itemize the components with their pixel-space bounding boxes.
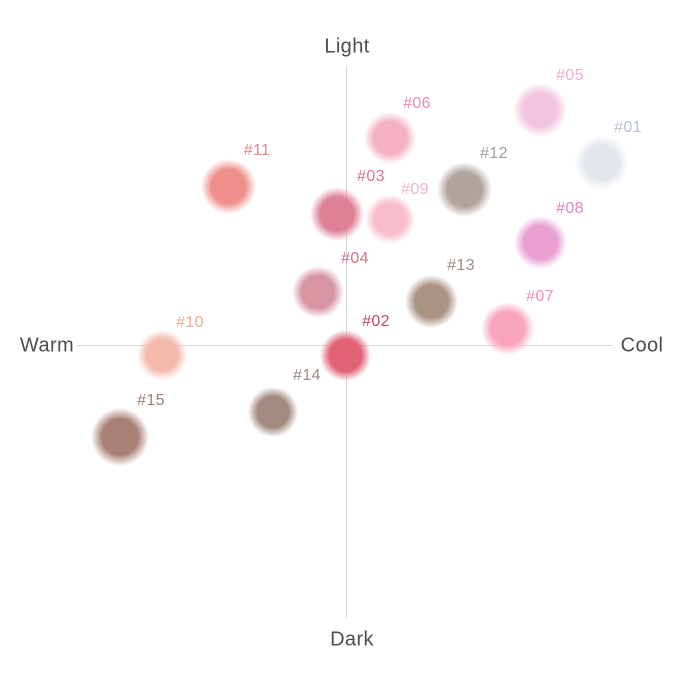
swatch-dot-04 xyxy=(291,265,345,319)
swatch-label-14: #14 xyxy=(293,367,321,384)
swatch-dot-02 xyxy=(318,328,372,382)
swatch-dot-03 xyxy=(309,186,365,242)
swatch-dot-09 xyxy=(364,193,416,245)
swatch-label-11: #11 xyxy=(243,142,271,159)
swatch-label-06: #06 xyxy=(403,95,431,112)
swatch-label-13: #13 xyxy=(447,257,475,274)
swatch-label-10: #10 xyxy=(176,314,204,331)
swatch-label-01: #01 xyxy=(614,119,642,136)
swatch-label-12: #12 xyxy=(480,145,508,162)
swatch-dot-14 xyxy=(247,386,299,438)
axis-label-cool: Cool xyxy=(620,334,664,357)
swatch-label-03: #03 xyxy=(357,168,385,185)
swatch-dot-01 xyxy=(572,133,630,191)
swatch-label-02: #02 xyxy=(362,313,390,330)
swatch-dot-07 xyxy=(479,300,535,356)
swatch-label-04: #04 xyxy=(341,250,369,267)
swatch-label-15: #15 xyxy=(137,392,165,409)
swatch-label-08: #08 xyxy=(556,200,584,217)
swatch-dot-08 xyxy=(512,214,568,270)
swatch-label-05: #05 xyxy=(556,67,584,84)
swatch-label-07: #07 xyxy=(526,288,554,305)
swatch-dot-06 xyxy=(363,111,417,165)
swatch-dot-11 xyxy=(199,157,257,215)
axis-label-light: Light xyxy=(324,35,370,58)
swatch-dot-13 xyxy=(403,273,459,329)
swatch-dot-15 xyxy=(90,407,150,467)
axis-label-dark: Dark xyxy=(330,628,374,651)
axis-label-warm: Warm xyxy=(19,334,75,357)
swatch-dot-10 xyxy=(136,329,188,381)
swatch-dot-12 xyxy=(435,160,493,218)
swatch-label-09: #09 xyxy=(401,181,429,198)
swatch-dot-05 xyxy=(512,82,568,138)
